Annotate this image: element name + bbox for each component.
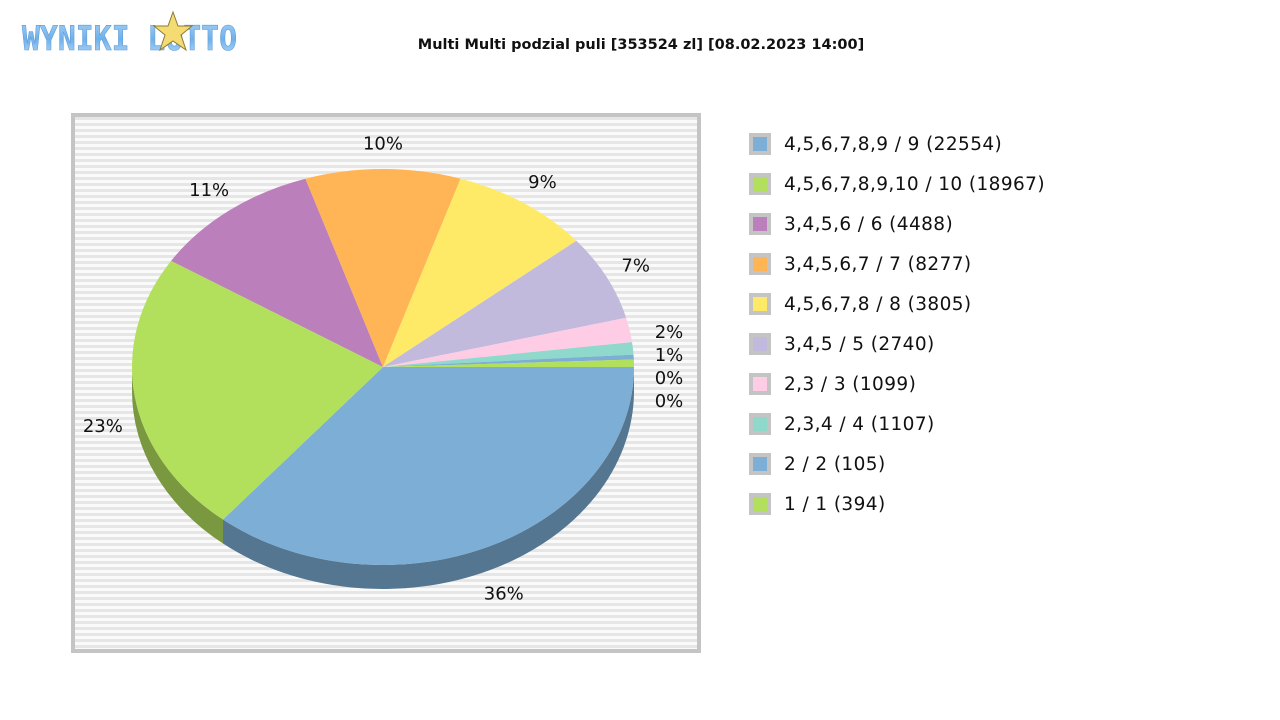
- legend-swatch: [749, 493, 771, 515]
- chart-title: Multi Multi podzial puli [353524 zl] [08…: [417, 37, 865, 53]
- pie-slice: [131, 260, 383, 520]
- legend-item: 3,4,5 / 5 (2740): [749, 324, 1045, 364]
- pie-slice: [383, 240, 627, 367]
- legend-item: 4,5,6,7,8 / 8 (3805): [749, 284, 1045, 324]
- legend-item: 3,4,5,6,7 / 7 (8277): [749, 244, 1045, 284]
- legend-swatch: [749, 173, 771, 195]
- legend-label: 3,4,5,6,7 / 7 (8277): [784, 253, 972, 275]
- legend-item: 2 / 2 (105): [749, 444, 1045, 484]
- legend-label: 1 / 1 (394): [784, 493, 886, 515]
- legend-label: 4,5,6,7,8,9 / 9 (22554): [784, 133, 1003, 155]
- legend-label: 4,5,6,7,8 / 8 (3805): [784, 293, 972, 315]
- legend-swatch: [749, 413, 771, 435]
- legend-swatch: [749, 453, 771, 475]
- legend-item: 3,4,5,6 / 6 (4488): [749, 204, 1045, 244]
- pie-slice: [171, 178, 383, 367]
- pie-slice: [383, 359, 634, 367]
- pie-slice: [383, 317, 633, 367]
- legend-swatch: [749, 333, 771, 355]
- legend: 4,5,6,7,8,9 / 9 (22554) 4,5,6,7,8,9,10 / …: [749, 124, 1045, 524]
- legend-swatch: [749, 213, 771, 235]
- legend-swatch: [749, 253, 771, 275]
- legend-label: 3,4,5,6 / 6 (4488): [784, 213, 954, 235]
- pie-slice: [223, 367, 635, 565]
- legend-label: 2,3,4 / 4 (1107): [784, 413, 935, 435]
- legend-label: 2,3 / 3 (1099): [784, 373, 917, 395]
- pie-slice: [383, 354, 634, 367]
- legend-swatch: [749, 133, 771, 155]
- legend-label: 3,4,5 / 5 (2740): [784, 333, 935, 355]
- svg-text:WYNIKI LOTTO: WYNIKI LOTTO: [22, 19, 237, 58]
- slice-percent-label: 7%: [621, 255, 650, 276]
- legend-label: 4,5,6,7,8,9,10 / 10 (18967): [784, 173, 1045, 195]
- slice-percent-label: 10%: [363, 133, 403, 154]
- legend-item: 2,3,4 / 4 (1107): [749, 404, 1045, 444]
- pie-slice: [383, 178, 577, 367]
- legend-swatch: [749, 373, 771, 395]
- slice-percent-label: 9%: [528, 172, 557, 193]
- slice-percent-label: 2%: [655, 322, 684, 343]
- legend-label: 2 / 2 (105): [784, 453, 886, 475]
- pie-slice: [305, 169, 461, 367]
- pie-slice-side: [132, 367, 224, 544]
- wyniki-lotto-logo: WYNIKI LOTTO: [22, 10, 237, 58]
- legend-item: 4,5,6,7,8,9 / 9 (22554): [749, 124, 1045, 164]
- slice-percent-label: 11%: [189, 180, 229, 201]
- legend-swatch: [749, 293, 771, 315]
- slice-percent-label: 1%: [655, 345, 684, 366]
- legend-item: 1 / 1 (394): [749, 484, 1045, 524]
- legend-item: 4,5,6,7,8,9,10 / 10 (18967): [749, 164, 1045, 204]
- pie-slice-side: [223, 367, 635, 589]
- slice-percent-label: 0%: [655, 391, 684, 412]
- slice-percent-label: 23%: [83, 416, 123, 437]
- slice-percent-label: 0%: [655, 368, 684, 389]
- pie-slice: [383, 342, 634, 367]
- slice-percent-label: 36%: [484, 583, 524, 604]
- legend-item: 2,3 / 3 (1099): [749, 364, 1045, 404]
